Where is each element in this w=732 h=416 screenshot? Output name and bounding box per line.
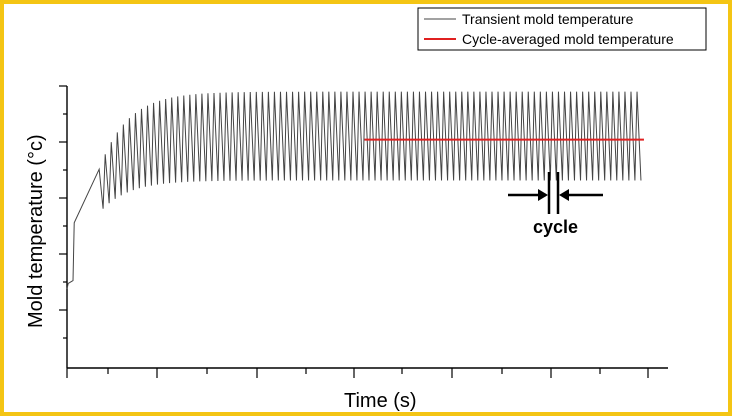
cycle-annotation: cycle [508,172,603,237]
y-ticks [59,85,67,339]
cycle-arrow-right-head [559,189,569,201]
cycle-arrow-left-head [538,189,548,201]
series-transient-line [66,91,642,290]
legend: Transient mold temperature Cycle-average… [417,7,707,51]
y-axis-label: Mold temperature (°c) [25,134,47,328]
x-ticks [66,368,649,378]
x-axis-label: Time (s) [344,390,417,412]
legend-box [417,7,707,51]
legend-label-transient: Transient mold temperature [462,11,634,27]
legend-label-averaged: Cycle-averaged mold temperature [462,31,674,47]
cycle-label: cycle [533,217,578,237]
